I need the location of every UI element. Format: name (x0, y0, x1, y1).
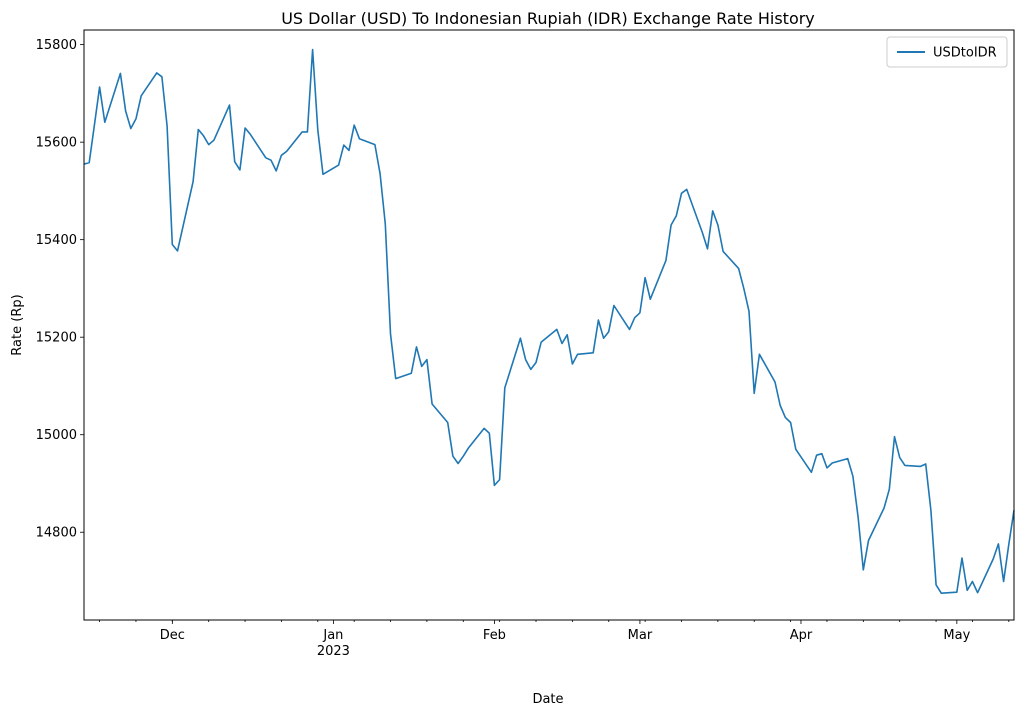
series-layer (83, 48, 1015, 595)
x-axis-title: Date (532, 692, 563, 707)
y-tick-label: 15600 (36, 136, 77, 151)
x-tick-sublabel: 2023 (317, 644, 350, 659)
legend: USDtoIDR (886, 36, 1008, 68)
x-tick-label: Feb (483, 628, 506, 643)
plot-frame (83, 29, 1015, 621)
y-axis-title: Rate (Rp) (10, 294, 25, 355)
series-line-0 (83, 48, 1015, 595)
x-tick-label: Mar (628, 628, 653, 643)
y-axis: 14800 15000 15200 15400 15600 15800 (36, 38, 84, 541)
y-tick-label: 15200 (36, 331, 77, 346)
legend-label: USDtoIDR (933, 46, 997, 61)
x-tick-label: Apr (790, 628, 813, 643)
x-tick-label: May (943, 628, 970, 643)
y-tick-label: 14800 (36, 526, 77, 541)
x-tick-label: Jan (322, 628, 343, 643)
legend-box (886, 36, 1008, 68)
y-tick-label: 15000 (36, 428, 77, 443)
y-tick-label: 15800 (36, 38, 77, 53)
x-tick-label: Dec (160, 628, 185, 643)
chart-title: US Dollar (USD) To Indonesian Rupiah (ID… (281, 9, 815, 28)
y-tick-label: 15400 (36, 233, 77, 248)
